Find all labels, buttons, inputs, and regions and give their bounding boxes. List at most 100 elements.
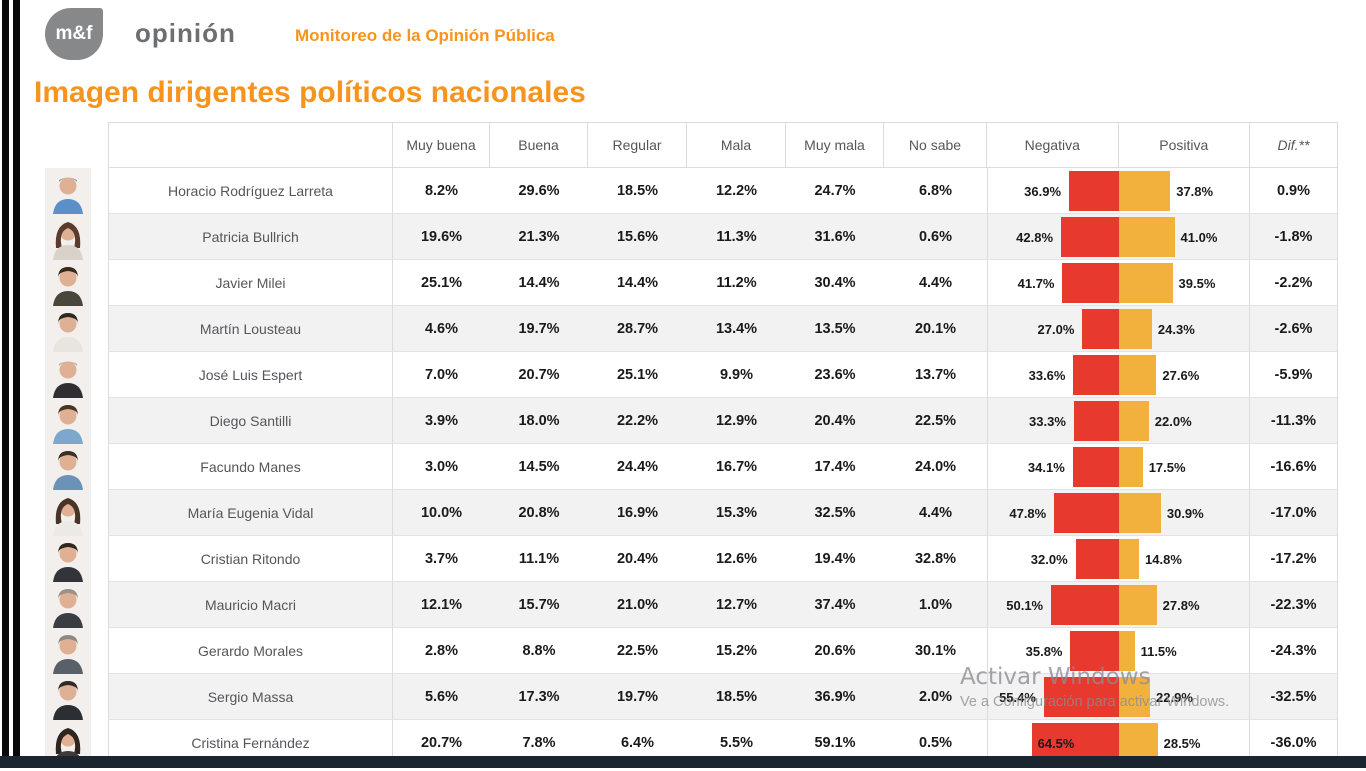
pct-mala: 18.5% [687, 674, 786, 720]
negativa-bar [1075, 539, 1119, 579]
politician-row: Mauricio Macri 12.1% 15.7% 21.0% 12.7% 37.4% 1… [108, 582, 1338, 628]
politician-row: Diego Santilli 3.9% 18.0% 22.2% 12.9% 20.4% 22… [108, 398, 1338, 444]
person-photo-icon [45, 536, 91, 582]
header-negativa: Negativa [987, 123, 1119, 167]
pct-buena: 15.7% [490, 582, 588, 628]
negativa-bar [1069, 171, 1119, 211]
politician-name: Javier Milei [108, 260, 393, 306]
pct-regular: 25.1% [588, 352, 687, 398]
positiva-bar [1119, 677, 1151, 717]
pct-muy-mala: 36.9% [786, 674, 884, 720]
pct-muy-buena: 19.6% [393, 214, 490, 260]
pct-muy-mala: 17.4% [786, 444, 884, 490]
image-balance-chart: 50.1% 27.8% [987, 582, 1250, 628]
politician-row: Horacio Rodríguez Larreta 8.2% 29.6% 18.5% 1… [108, 168, 1338, 214]
negativa-value: 41.7% [1017, 275, 1055, 291]
politician-row: Gerardo Morales 2.8% 8.8% 22.5% 15.2% 20.6% 30… [108, 628, 1338, 674]
pct-buena: 21.3% [490, 214, 588, 260]
politician-photo [45, 398, 91, 444]
politician-name: Patricia Bullrich [108, 214, 393, 260]
politician-name: Gerardo Morales [108, 628, 393, 674]
pct-regular: 16.9% [588, 490, 687, 536]
positiva-value: 39.5% [1178, 275, 1216, 291]
pct-mala: 12.9% [687, 398, 786, 444]
photo-column [45, 168, 93, 766]
positiva-bar [1119, 217, 1175, 257]
image-balance-chart: 42.8% 41.0% [987, 214, 1250, 260]
pct-regular: 24.4% [588, 444, 687, 490]
pct-mala: 9.9% [687, 352, 786, 398]
politician-row: José Luis Espert 7.0% 20.7% 25.1% 9.9% 23.6% 1… [108, 352, 1338, 398]
negativa-bar [1073, 355, 1119, 395]
image-balance-chart: 27.0% 24.3% [987, 306, 1250, 352]
politician-name: José Luis Espert [108, 352, 393, 398]
pct-buena: 29.6% [490, 168, 588, 214]
politician-name: Horacio Rodríguez Larreta [108, 168, 393, 214]
header-buena: Buena [490, 122, 588, 168]
positiva-value: 22.0% [1154, 413, 1192, 429]
politician-photo [45, 628, 91, 674]
politician-row: Cristian Ritondo 3.7% 11.1% 20.4% 12.6% 19.4%… [108, 536, 1338, 582]
pct-regular: 18.5% [588, 168, 687, 214]
pct-mala: 12.6% [687, 536, 786, 582]
pct-no-sabe: 4.4% [884, 490, 987, 536]
person-photo-icon [45, 582, 91, 628]
pct-muy-mala: 30.4% [786, 260, 884, 306]
pct-muy-buena: 3.7% [393, 536, 490, 582]
pct-muy-buena: 5.6% [393, 674, 490, 720]
pct-mala: 16.7% [687, 444, 786, 490]
politician-row: Sergio Massa 5.6% 17.3% 19.7% 18.5% 36.9% 2.0%… [108, 674, 1338, 720]
pct-muy-buena: 4.6% [393, 306, 490, 352]
ratings-table: Muy buena Buena Regular Mala Muy mala No… [108, 122, 1338, 766]
negativa-bar [1054, 493, 1119, 533]
pct-muy-buena: 8.2% [393, 168, 490, 214]
page-title: Imagen dirigentes políticos nacionales [34, 76, 586, 109]
header-regular: Regular [588, 122, 687, 168]
politician-photo [45, 168, 91, 214]
dif-value: -2.2% [1250, 260, 1338, 306]
mf-logo: m&f [45, 8, 103, 60]
pct-buena: 19.7% [490, 306, 588, 352]
negativa-value: 64.5% [1037, 735, 1075, 751]
pct-muy-mala: 19.4% [786, 536, 884, 582]
pct-muy-buena: 2.8% [393, 628, 490, 674]
pct-regular: 15.6% [588, 214, 687, 260]
person-photo-icon [45, 398, 91, 444]
header-muy-mala: Muy mala [786, 122, 884, 168]
image-balance-chart: 33.6% 27.6% [987, 352, 1250, 398]
positiva-bar [1119, 631, 1135, 671]
pct-muy-buena: 25.1% [393, 260, 490, 306]
politician-row: Patricia Bullrich 19.6% 21.3% 15.6% 11.3% 31.… [108, 214, 1338, 260]
politician-photo [45, 490, 91, 536]
pct-no-sabe: 0.6% [884, 214, 987, 260]
bottom-bar [0, 756, 1366, 768]
dif-value: -11.3% [1250, 398, 1338, 444]
positiva-value: 22.9% [1156, 689, 1193, 705]
pct-regular: 28.7% [588, 306, 687, 352]
person-photo-icon [45, 444, 91, 490]
negativa-value: 33.3% [1029, 413, 1066, 429]
header-positiva: Positiva [1159, 137, 1209, 153]
header-dif: Dif.** [1250, 122, 1338, 168]
person-photo-icon [45, 260, 91, 306]
pct-regular: 22.5% [588, 628, 687, 674]
person-photo-icon [45, 674, 91, 720]
positiva-value: 14.8% [1145, 551, 1182, 567]
pct-no-sabe: 30.1% [884, 628, 987, 674]
positiva-bar [1119, 539, 1140, 579]
pct-muy-mala: 24.7% [786, 168, 884, 214]
pct-no-sabe: 24.0% [884, 444, 987, 490]
dif-value: -24.3% [1250, 628, 1338, 674]
positiva-value: 24.3% [1157, 321, 1195, 337]
politician-name: Facundo Manes [108, 444, 393, 490]
negativa-bar [1073, 401, 1119, 441]
politician-photo [45, 582, 91, 628]
pct-mala: 13.4% [687, 306, 786, 352]
negativa-bar [1070, 631, 1119, 671]
pct-buena: 18.0% [490, 398, 588, 444]
image-balance-chart: 55.4% 22.9% [987, 674, 1250, 720]
positiva-value: 27.6% [1162, 367, 1200, 383]
header-name [108, 122, 393, 168]
pct-mala: 15.3% [687, 490, 786, 536]
pct-buena: 11.1% [490, 536, 588, 582]
